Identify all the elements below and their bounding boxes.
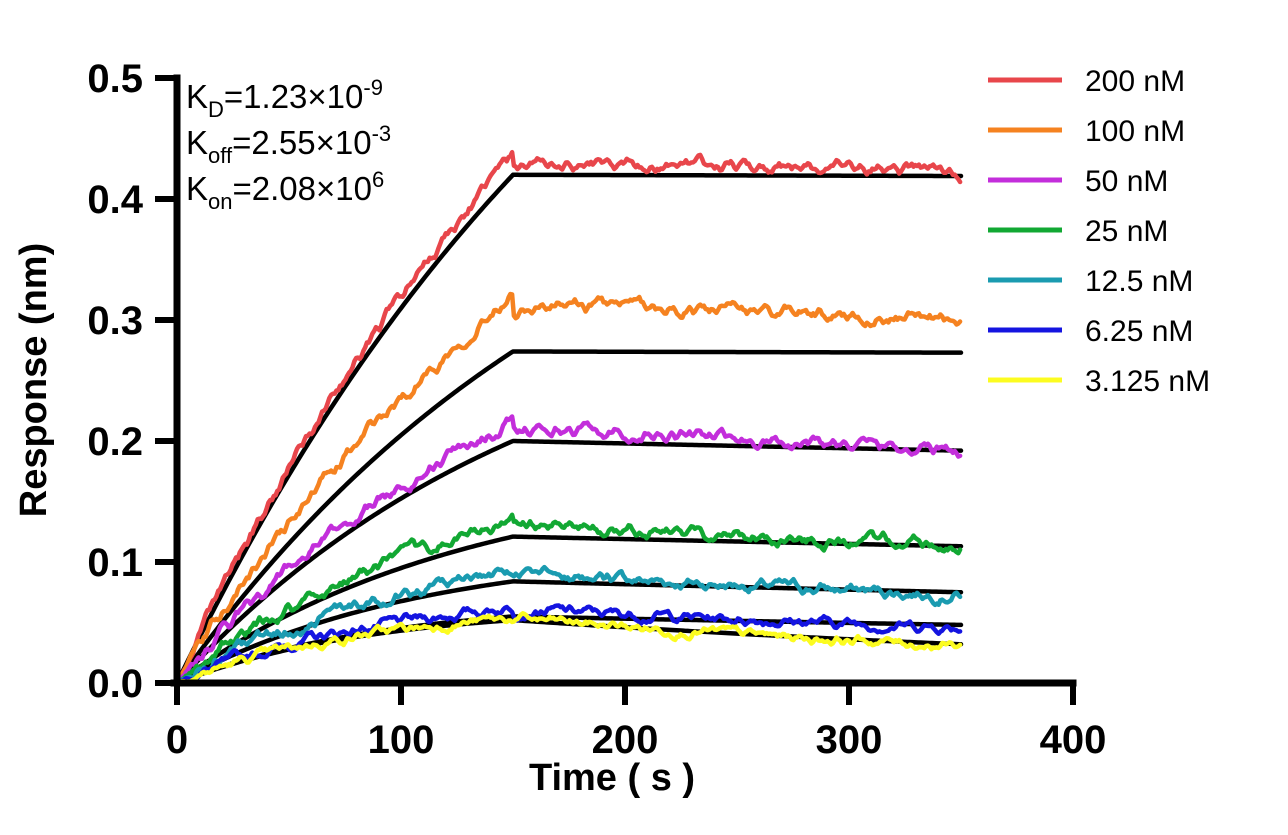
tick-labels-group: 0.0 0.1 0.2 0.3 0.4 0.5 0 100 200 300 400 xyxy=(87,57,1106,762)
y-tick-label-4: 0.4 xyxy=(87,178,143,222)
fit-curve-3 xyxy=(174,534,964,686)
data-curve-3-125-nM xyxy=(174,611,963,686)
legend-label-5[interactable]: 6.25 nM xyxy=(1085,315,1193,348)
fit-curve-1 xyxy=(174,349,964,686)
legend-label-1[interactable]: 100 nM xyxy=(1085,115,1185,148)
legend-label-4[interactable]: 12.5 nM xyxy=(1085,265,1193,298)
x-tick-label-3: 300 xyxy=(816,718,883,762)
fit-curve-0 xyxy=(174,172,964,686)
fit-curve-2 xyxy=(174,438,964,686)
data-curve-6-25-nM xyxy=(174,603,963,686)
y-tick-label-2: 0.2 xyxy=(87,420,143,464)
y-axis-title: Response (nm) xyxy=(13,243,55,517)
x-tick-label-1: 100 xyxy=(368,718,435,762)
legend-label-0[interactable]: 200 nM xyxy=(1085,65,1185,98)
y-tick-label-5: 0.5 xyxy=(87,57,143,101)
x-axis-title: Time ( s ) xyxy=(529,757,695,799)
legend-label-6[interactable]: 3.125 nM xyxy=(1085,365,1210,398)
legend-label-3[interactable]: 25 nM xyxy=(1085,215,1168,248)
data-curve-12-5-nM xyxy=(174,564,963,686)
axes-group xyxy=(155,74,1077,705)
data-curves-group xyxy=(174,149,963,686)
kinetics-annotation-on: Kon=2.08×106 xyxy=(186,167,384,214)
fit-curve-4 xyxy=(174,579,964,686)
y-tick-label-1: 0.1 xyxy=(87,541,143,585)
y-tick-label-3: 0.3 xyxy=(87,299,143,343)
kinetics-annotation-D: KD=1.23×10-9 xyxy=(186,75,383,122)
data-curve-200-nM xyxy=(174,149,963,686)
x-tick-label-0: 0 xyxy=(166,718,188,762)
axis-titles-group: Time ( s ) Response (nm) xyxy=(13,243,695,799)
kinetics-annotation-off: Koff=2.55×10-3 xyxy=(186,121,391,168)
x-tick-label-2: 200 xyxy=(592,718,659,762)
data-curve-25-nM xyxy=(174,512,963,686)
legend-label-2[interactable]: 50 nM xyxy=(1085,165,1168,198)
data-curve-50-nM xyxy=(174,414,963,686)
x-tick-label-4: 400 xyxy=(1040,718,1107,762)
data-curve-100-nM xyxy=(174,291,963,686)
y-tick-label-0: 0.0 xyxy=(87,662,143,706)
legend-group: 200 nM 100 nM 50 nM 25 nM 12.5 nM 6.25 nM 3.12… xyxy=(988,65,1210,398)
